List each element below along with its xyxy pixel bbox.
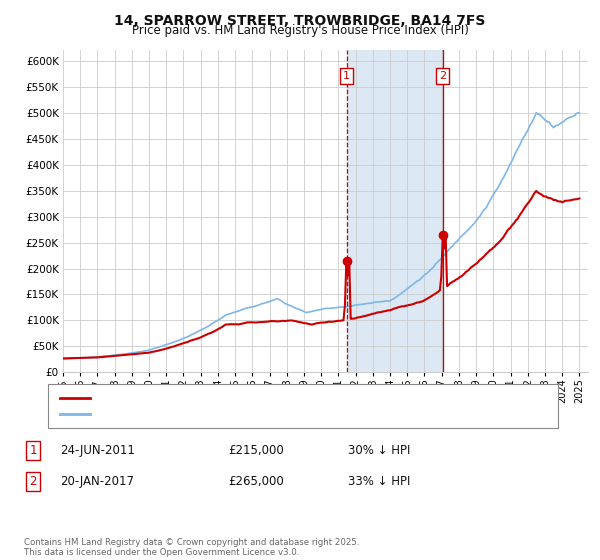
Text: 24-JUN-2011: 24-JUN-2011 <box>60 444 135 458</box>
Text: 14, SPARROW STREET, TROWBRIDGE, BA14 7FS: 14, SPARROW STREET, TROWBRIDGE, BA14 7FS <box>115 14 485 28</box>
Bar <box>347 50 443 372</box>
Text: £215,000: £215,000 <box>228 444 284 458</box>
Text: HPI: Average price, detached house, Wiltshire: HPI: Average price, detached house, Wilt… <box>96 409 335 419</box>
Text: Contains HM Land Registry data © Crown copyright and database right 2025.
This d: Contains HM Land Registry data © Crown c… <box>24 538 359 557</box>
Text: Price paid vs. HM Land Registry's House Price Index (HPI): Price paid vs. HM Land Registry's House … <box>131 24 469 37</box>
Text: £265,000: £265,000 <box>228 475 284 488</box>
Text: 30% ↓ HPI: 30% ↓ HPI <box>348 444 410 458</box>
Text: 14, SPARROW STREET, TROWBRIDGE, BA14 7FS (detached house): 14, SPARROW STREET, TROWBRIDGE, BA14 7FS… <box>96 393 440 403</box>
Text: 1: 1 <box>29 444 37 458</box>
Text: 1: 1 <box>343 71 350 81</box>
Text: 2: 2 <box>439 71 446 81</box>
Text: 33% ↓ HPI: 33% ↓ HPI <box>348 475 410 488</box>
Text: 20-JAN-2017: 20-JAN-2017 <box>60 475 134 488</box>
Text: 2: 2 <box>29 475 37 488</box>
